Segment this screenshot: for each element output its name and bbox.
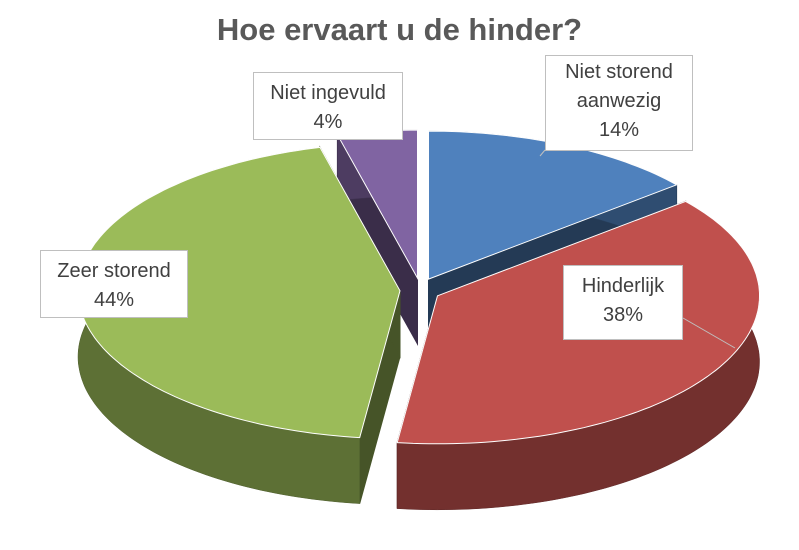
leader-line	[539, 149, 546, 157]
data-label: Zeer storend 44%	[40, 250, 188, 318]
data-label: Niet ingevuld 4%	[253, 72, 403, 140]
label-name: Hinderlijk	[581, 275, 665, 297]
data-label: Niet storend aanwezig 14%	[545, 55, 693, 151]
leader-line	[682, 317, 736, 349]
chart-title: Hoe ervaart u de hinder?	[216, 12, 583, 47]
label-value: 44%	[93, 289, 135, 311]
label-value: 14%	[598, 119, 640, 141]
label-name: Niet storend aanwezig	[565, 61, 673, 112]
label-name: Zeer storend	[57, 260, 171, 282]
data-label: Hinderlijk 38%	[563, 265, 683, 340]
label-value: 38%	[602, 304, 644, 326]
label-name: Niet ingevuld	[270, 82, 386, 104]
label-value: 4%	[313, 111, 343, 133]
